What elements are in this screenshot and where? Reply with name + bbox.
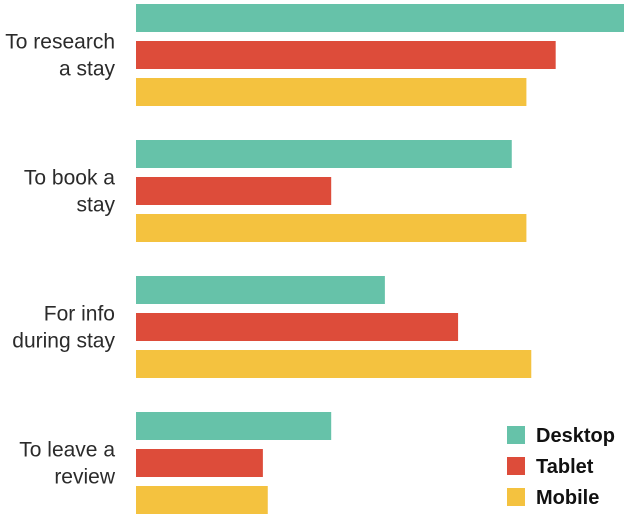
bar-desktop-3: [136, 412, 332, 440]
legend-label-tablet: Tablet: [536, 456, 594, 478]
bar-desktop-2: [136, 276, 385, 304]
category-label-1-line-1: stay: [76, 194, 115, 217]
legend-swatch-mobile: [507, 488, 525, 506]
bar-desktop-0: [136, 4, 624, 32]
category-label-1-line-0: To book a: [24, 167, 115, 190]
category-labels: To research a stay To book a stay For info du…: [5, 31, 116, 489]
bar-mobile-3: [136, 486, 268, 514]
category-label-2-line-1: during stay: [12, 330, 115, 353]
bar-tablet-1: [136, 177, 332, 205]
legend-swatch-desktop: [507, 426, 525, 444]
category-label-2-line-0: For info: [44, 303, 115, 326]
legend-swatch-tablet: [507, 457, 525, 475]
bars: [136, 4, 624, 514]
category-label-0-line-1: a stay: [59, 58, 116, 81]
bar-mobile-2: [136, 350, 532, 378]
bar-mobile-1: [136, 214, 527, 242]
bar-tablet-2: [136, 313, 459, 341]
bar-tablet-3: [136, 449, 263, 477]
category-label-3-line-0: To leave a: [19, 439, 115, 462]
legend: Desktop Tablet Mobile: [507, 425, 615, 509]
bar-tablet-0: [136, 41, 556, 69]
category-label-0-line-0: To research: [5, 31, 115, 54]
bar-mobile-0: [136, 78, 527, 106]
bar-desktop-1: [136, 140, 512, 168]
legend-label-desktop: Desktop: [536, 425, 615, 447]
legend-label-mobile: Mobile: [536, 487, 599, 509]
category-label-3-line-1: review: [54, 466, 116, 489]
